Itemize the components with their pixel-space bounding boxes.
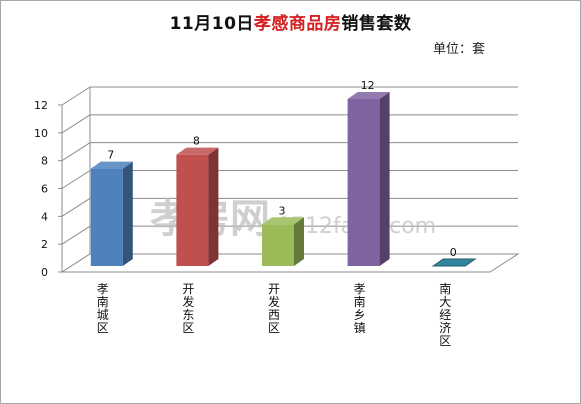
bar-top <box>262 217 304 225</box>
bar-front <box>262 224 294 266</box>
gridline-side <box>61 86 91 106</box>
gridline-side <box>61 197 91 217</box>
data-label: 3 <box>279 204 286 217</box>
bar-top <box>176 147 219 155</box>
bar-side <box>294 217 304 266</box>
category-label: 开发西区 <box>268 282 280 335</box>
y-tick-label: 10 <box>34 127 48 140</box>
bar-top <box>90 161 133 169</box>
data-label: 12 <box>361 79 375 92</box>
unit-label: 单位：套 <box>433 42 486 57</box>
y-tick-label: 8 <box>41 155 48 168</box>
title-prefix: 11月10日 <box>169 14 254 34</box>
bar-top <box>347 92 390 99</box>
bar-side <box>379 92 390 266</box>
gridline-side <box>61 225 91 245</box>
title-suffix: 销售套数 <box>341 14 412 34</box>
y-tick-label: 4 <box>41 210 48 223</box>
data-label: 8 <box>193 135 200 148</box>
category-label: 南大经济区 <box>439 281 451 348</box>
data-label: 7 <box>107 149 114 162</box>
category-label: 开发东区 <box>182 282 194 335</box>
y-tick-label: 0 <box>41 266 48 279</box>
category-label: 孝南乡镇 <box>354 282 366 335</box>
gridline-side <box>61 142 91 162</box>
category-label: 孝南城区 <box>97 282 109 335</box>
bar-front <box>90 168 123 266</box>
bar-4: 12 <box>347 79 390 266</box>
bar-front <box>176 154 209 266</box>
bar-flat <box>431 258 477 267</box>
bar-front <box>347 99 380 266</box>
bar-side <box>208 147 219 266</box>
bar-1: 7 <box>90 149 133 266</box>
chart-title: 11月10日孝感商品房销售套数 <box>0 9 581 34</box>
bar-side <box>122 161 133 266</box>
bar-3: 3 <box>262 204 304 266</box>
bar-2: 8 <box>176 135 219 266</box>
gridline-side <box>61 170 91 189</box>
title-highlight: 孝感商品房 <box>253 14 342 34</box>
y-tick-label: 12 <box>34 99 48 112</box>
bar-5: 0 <box>431 246 477 267</box>
gridline-side <box>61 114 91 134</box>
y-tick-label: 2 <box>41 238 48 251</box>
y-tick-label: 6 <box>41 183 48 196</box>
data-label: 0 <box>450 246 457 259</box>
